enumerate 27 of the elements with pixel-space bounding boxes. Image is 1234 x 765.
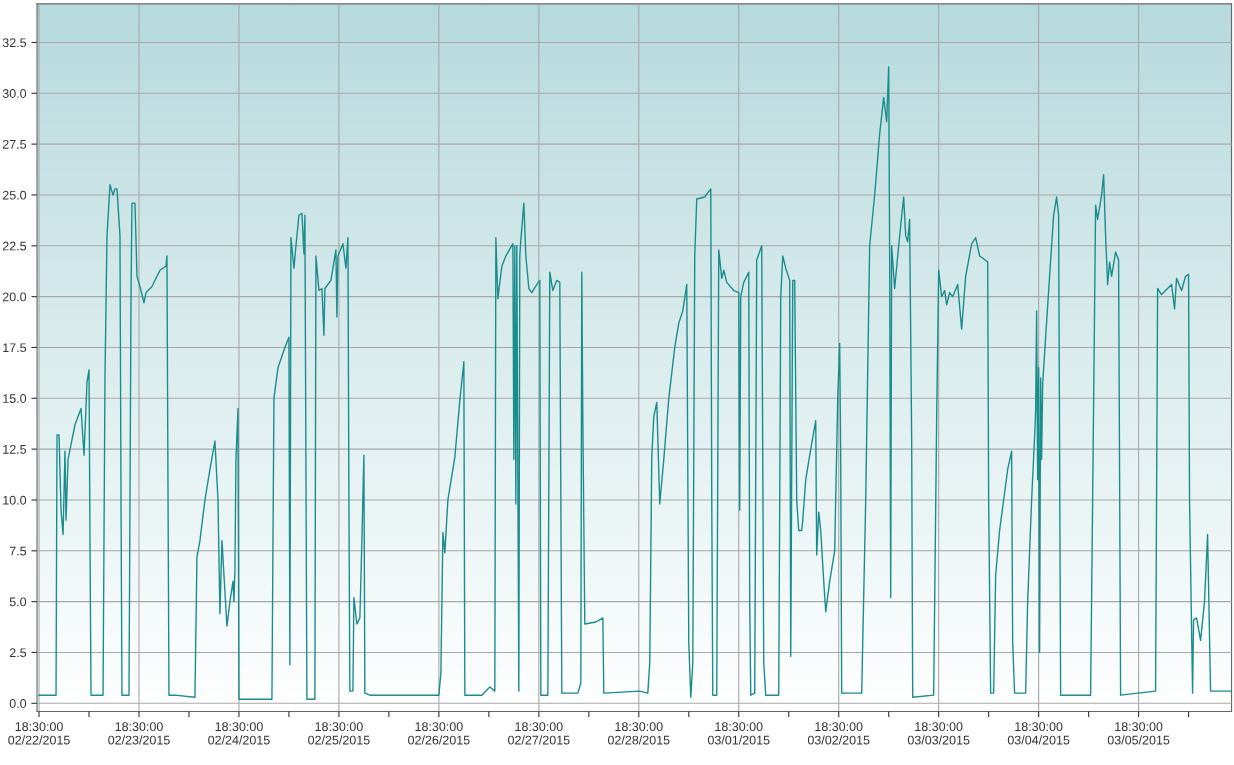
y-tick-label: 10.0 xyxy=(3,495,27,505)
y-tick-label: 20.0 xyxy=(2,292,27,302)
x-tick-label: 18:30:00 02/28/2015 xyxy=(608,722,670,745)
x-tick-label: 18:30:00 03/03/2015 xyxy=(907,722,970,745)
y-tick-label: 30.0 xyxy=(2,89,27,98)
y-tick-label: 2.5 xyxy=(9,648,27,658)
x-tick-label: 18:30:00 02/25/2015 xyxy=(308,722,370,745)
y-tick-label: 12.5 xyxy=(3,444,27,454)
y-tick-label: 7.5 xyxy=(9,546,27,556)
y-tick-label: 22.5 xyxy=(2,241,27,251)
y-tick-label: 27.5 xyxy=(2,139,27,149)
y-tick-label: 32.5 xyxy=(2,38,27,48)
x-tick-label: 18:30:00 02/26/2015 xyxy=(408,722,470,745)
x-tick-label: 18:30:00 03/01/2015 xyxy=(707,722,770,745)
x-tick-label: 18:30:00 02/27/2015 xyxy=(508,722,570,745)
y-tick-label: 17.5 xyxy=(3,343,27,353)
line-series xyxy=(38,66,1232,700)
y-tick-label: 15.0 xyxy=(3,394,27,403)
x-tick-label: 18:30:00 03/04/2015 xyxy=(1007,722,1070,745)
x-tick-label: 18:30:00 02/24/2015 xyxy=(208,722,270,745)
x-tick-label: 18:30:00 03/05/2015 xyxy=(1107,722,1170,745)
x-tick-label: 18:30:00 02/22/2015 xyxy=(8,722,70,745)
x-tick-label: 18:30:00 03/02/2015 xyxy=(807,722,870,745)
x-tick-label: 18:30:00 02/23/2015 xyxy=(108,722,170,745)
y-tick-label: 0.0 xyxy=(9,699,27,708)
y-tick-label: 25.0 xyxy=(2,190,27,200)
y-tick-label: 5.0 xyxy=(9,597,27,607)
